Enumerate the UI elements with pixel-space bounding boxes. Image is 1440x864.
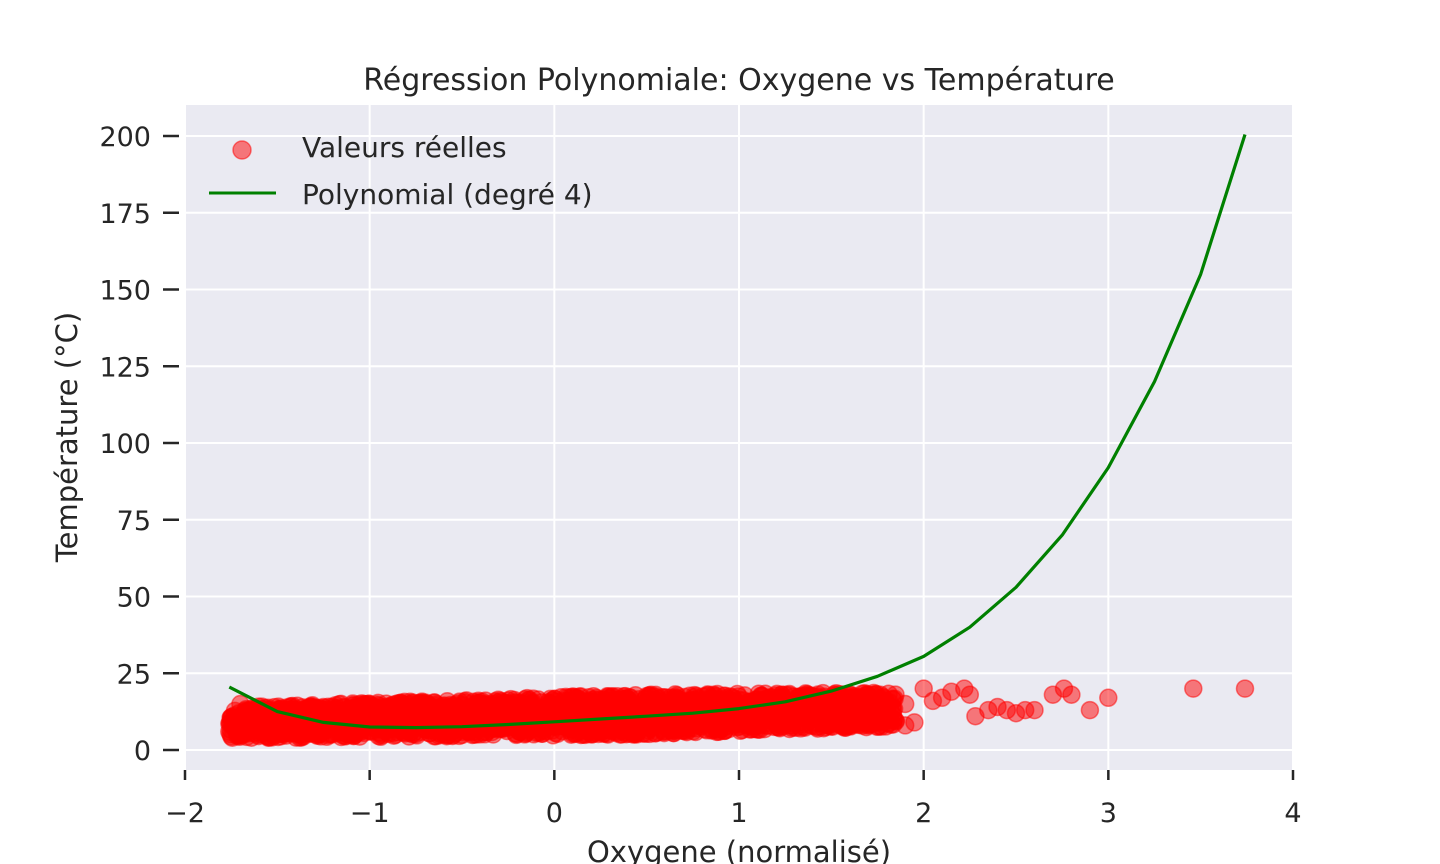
scatter-point <box>481 696 500 716</box>
scatter-point <box>622 698 641 717</box>
scatter-point <box>446 723 465 743</box>
scatter-point <box>556 687 576 707</box>
legend: Valeurs réelles Polynomial (degré 4) <box>209 131 593 211</box>
scatter-point <box>783 705 803 724</box>
scatter-point <box>747 719 766 739</box>
chart-title: Régression Polynomiale: Oxygene vs Tempé… <box>363 63 1114 98</box>
y-tick-label: 25 <box>117 659 151 690</box>
y-axis-label: Température (°C) <box>50 312 84 563</box>
y-tick-label: 200 <box>99 122 151 153</box>
scatter-point <box>321 704 341 723</box>
scatter-point <box>242 728 261 747</box>
x-tick-label: −2 <box>165 798 205 829</box>
scatter-point <box>1025 700 1044 720</box>
scatter-point <box>914 679 933 698</box>
scatter-point <box>859 716 878 735</box>
scatter-point <box>1099 688 1118 708</box>
y-tick-label: 75 <box>117 506 151 537</box>
scatter-point <box>1080 700 1100 720</box>
scatter-point <box>801 715 821 735</box>
scatter-point <box>231 694 250 714</box>
scatter-point <box>832 693 851 712</box>
scatter-point <box>531 710 551 729</box>
y-tick-label: 175 <box>99 199 151 230</box>
scatter-point <box>625 724 645 743</box>
scatter-point <box>547 701 566 720</box>
scatter-point <box>487 718 506 737</box>
scatter-point <box>1062 685 1081 704</box>
scatter-point <box>341 718 361 737</box>
scatter-point <box>368 711 387 730</box>
legend-label-scatter: Valeurs réelles <box>302 131 507 164</box>
x-tick-label: 3 <box>1100 798 1117 829</box>
scatter-point <box>392 696 412 715</box>
scatter-point <box>354 699 373 719</box>
y-tick-label: 125 <box>99 352 151 383</box>
scatter-point <box>1235 679 1255 698</box>
scatter-point <box>895 716 915 735</box>
scatter-point <box>532 693 551 712</box>
scatter-point <box>895 694 915 714</box>
scatter-point <box>855 683 875 703</box>
scatter-point <box>960 685 980 704</box>
scatter-point <box>243 710 263 729</box>
x-tick-label: 4 <box>1284 798 1301 829</box>
scatter-point <box>664 723 683 743</box>
scatter-point <box>840 709 860 728</box>
scatter-point <box>1184 679 1203 698</box>
y-tick-label: 50 <box>117 583 151 614</box>
scatter-point <box>402 715 421 735</box>
scatter-point <box>864 698 884 718</box>
y-tick-label: 0 <box>134 736 151 767</box>
fit-curve <box>228 134 1247 730</box>
y-tick-label: 100 <box>99 429 151 460</box>
legend-label-line: Polynomial (degré 4) <box>302 178 593 211</box>
scatter-point <box>725 714 744 734</box>
x-tick-label: −1 <box>350 798 390 829</box>
scatter-series <box>220 679 1255 747</box>
scatter-point <box>653 695 673 715</box>
scatter-point <box>582 713 601 732</box>
x-axis-label: Oxygene (normalisé) <box>587 835 891 864</box>
x-tick-label: 2 <box>915 798 932 829</box>
scatter-point <box>546 723 565 743</box>
scatter-point <box>429 726 449 745</box>
scatter-point <box>220 722 239 741</box>
polynomial-fit-line <box>228 134 1247 730</box>
ticks: −2 −1 0 1 2 3 4 0 25 50 75 100 125 150 175 200 <box>99 122 1301 829</box>
legend-marker-scatter <box>232 140 252 160</box>
y-tick-label: 150 <box>99 276 151 307</box>
x-tick-label: 1 <box>730 798 747 829</box>
scatter-point <box>823 717 842 736</box>
scatter-point <box>306 698 325 717</box>
grid <box>184 105 1294 770</box>
scatter-point <box>318 725 338 745</box>
x-tick-label: 0 <box>546 798 563 829</box>
